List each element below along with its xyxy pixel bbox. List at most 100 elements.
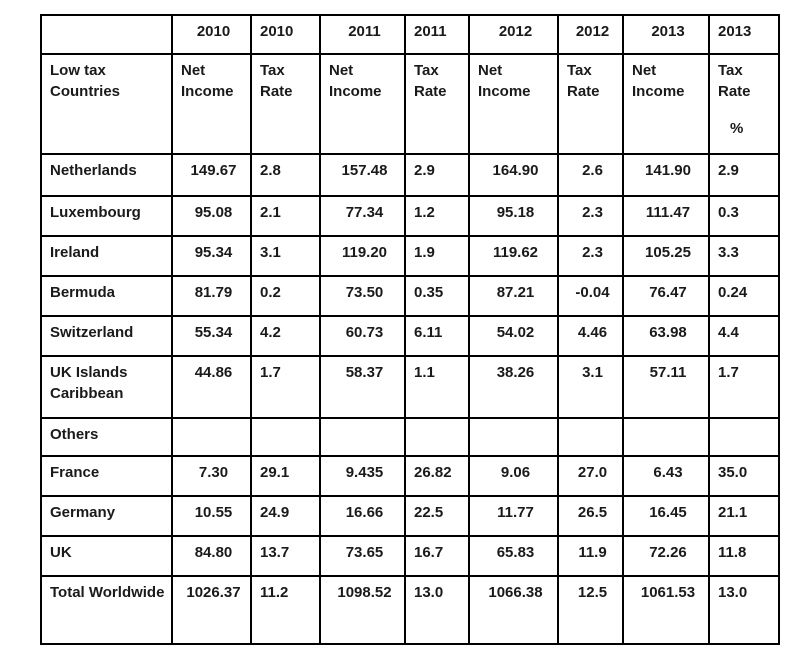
data-cell: 13.7	[250, 535, 321, 577]
data-cell: 44.86	[171, 355, 252, 419]
table-row: Germany 10.55 24.9 16.66 22.5 11.77 26.5 16.45 2…	[40, 495, 780, 537]
data-cell: 29.1	[250, 455, 321, 497]
data-cell: 35.0	[708, 455, 780, 497]
data-cell	[622, 417, 710, 457]
row-label-cell: Others	[40, 417, 173, 457]
table-row: Netherlands 149.67 2.8 157.48 2.9 164.90 2.6 14…	[40, 153, 780, 197]
data-cell	[404, 417, 470, 457]
data-cell: 16.66	[319, 495, 406, 537]
year-header-cell: 2010	[171, 14, 252, 55]
data-cell: 77.34	[319, 195, 406, 237]
year-header-cell: 2011	[319, 14, 406, 55]
percent-label: %	[730, 120, 744, 137]
data-cell: 3.1	[250, 235, 321, 277]
column-header-label: Net Income	[632, 62, 685, 100]
data-cell: 12.5	[557, 575, 624, 645]
year-header-cell: 2010	[250, 14, 321, 55]
column-header-label: Tax Rate	[567, 62, 600, 100]
data-cell: 2.9	[404, 153, 470, 197]
row-label-cell: Total Worldwide	[40, 575, 173, 645]
row-label-cell: France	[40, 455, 173, 497]
data-cell: 141.90	[622, 153, 710, 197]
data-cell: 58.37	[319, 355, 406, 419]
column-header-cell: Net Income	[171, 53, 252, 155]
data-cell: 10.55	[171, 495, 252, 537]
table-row: UK Islands Caribbean 44.86 1.7 58.37 1.1 38.2…	[40, 355, 780, 419]
data-cell: 4.4	[708, 315, 780, 357]
data-cell: 2.3	[557, 235, 624, 277]
data-cell: 9.06	[468, 455, 559, 497]
data-cell: 9.435	[319, 455, 406, 497]
data-cell: 11.77	[468, 495, 559, 537]
data-cell: 2.6	[557, 153, 624, 197]
data-cell: 111.47	[622, 195, 710, 237]
low-tax-countries-table: 2010 2010 2011 2011 2012 2012 2013 2013 Low tax …	[40, 14, 780, 645]
year-header-cell: 2012	[468, 14, 559, 55]
data-cell: 11.2	[250, 575, 321, 645]
data-cell: 149.67	[171, 153, 252, 197]
data-cell: 1098.52	[319, 575, 406, 645]
data-cell: -0.04	[557, 275, 624, 317]
year-header-cell: 2013	[622, 14, 710, 55]
data-cell: 105.25	[622, 235, 710, 277]
data-cell: 54.02	[468, 315, 559, 357]
table-row: France 7.30 29.1 9.435 26.82 9.06 27.0 6.43 35.0	[40, 455, 780, 497]
data-cell: 3.1	[557, 355, 624, 419]
row-label-cell: Switzerland	[40, 315, 173, 357]
table-row: UK 84.80 13.7 73.65 16.7 65.83 11.9 72.26 11.8	[40, 535, 780, 577]
data-cell: 119.20	[319, 235, 406, 277]
row-label-cell: Germany	[40, 495, 173, 537]
row-group-header-cell: Low tax Countries	[40, 53, 173, 155]
corner-header-cell	[40, 14, 173, 55]
year-header-cell: 2011	[404, 14, 470, 55]
data-cell: 1.7	[250, 355, 321, 419]
column-header-cell: Net Income	[622, 53, 710, 155]
data-cell: 119.62	[468, 235, 559, 277]
row-label-cell: UK Islands Caribbean	[40, 355, 173, 419]
data-cell: 76.47	[622, 275, 710, 317]
column-header-cell: Tax Rate	[250, 53, 321, 155]
data-cell: 1066.38	[468, 575, 559, 645]
data-cell: 1026.37	[171, 575, 252, 645]
table-row: Luxembourg 95.08 2.1 77.34 1.2 95.18 2.3 111.47…	[40, 195, 780, 237]
data-cell: 1.2	[404, 195, 470, 237]
data-cell	[319, 417, 406, 457]
data-cell: 0.24	[708, 275, 780, 317]
table-row: Others	[40, 417, 780, 457]
column-header-row: Low tax Countries Net Income Tax Rate Net I…	[40, 53, 780, 155]
data-cell: 27.0	[557, 455, 624, 497]
column-header-label: Net Income	[478, 62, 531, 100]
data-cell: 4.46	[557, 315, 624, 357]
data-cell: 87.21	[468, 275, 559, 317]
data-cell: 95.34	[171, 235, 252, 277]
data-cell: 6.11	[404, 315, 470, 357]
data-cell: 1.7	[708, 355, 780, 419]
data-cell: 0.35	[404, 275, 470, 317]
data-cell	[708, 417, 780, 457]
data-cell: 73.50	[319, 275, 406, 317]
data-cell: 0.3	[708, 195, 780, 237]
data-cell	[557, 417, 624, 457]
data-cell: 57.11	[622, 355, 710, 419]
data-cell: 1.1	[404, 355, 470, 419]
table-row: Ireland 95.34 3.1 119.20 1.9 119.62 2.3 105.25 3…	[40, 235, 780, 277]
column-header-label: Low tax Countries	[50, 62, 121, 100]
data-cell: 73.65	[319, 535, 406, 577]
data-cell: 11.9	[557, 535, 624, 577]
column-header-cell: Tax Rate	[557, 53, 624, 155]
data-cell: 21.1	[708, 495, 780, 537]
data-cell: 157.48	[319, 153, 406, 197]
data-cell: 13.0	[404, 575, 470, 645]
data-cell: 2.1	[250, 195, 321, 237]
column-header-label: Net Income	[329, 62, 382, 100]
data-cell: 38.26	[468, 355, 559, 419]
table-row: Total Worldwide 1026.37 11.2 1098.52 13.0 106…	[40, 575, 780, 645]
column-header-label: Tax Rate	[260, 62, 293, 100]
row-label-cell: Netherlands	[40, 153, 173, 197]
column-header-cell: Tax Rate%	[708, 53, 780, 155]
data-cell: 55.34	[171, 315, 252, 357]
data-cell: 6.43	[622, 455, 710, 497]
data-cell	[250, 417, 321, 457]
table-row: Switzerland 55.34 4.2 60.73 6.11 54.02 4.46 63.…	[40, 315, 780, 357]
